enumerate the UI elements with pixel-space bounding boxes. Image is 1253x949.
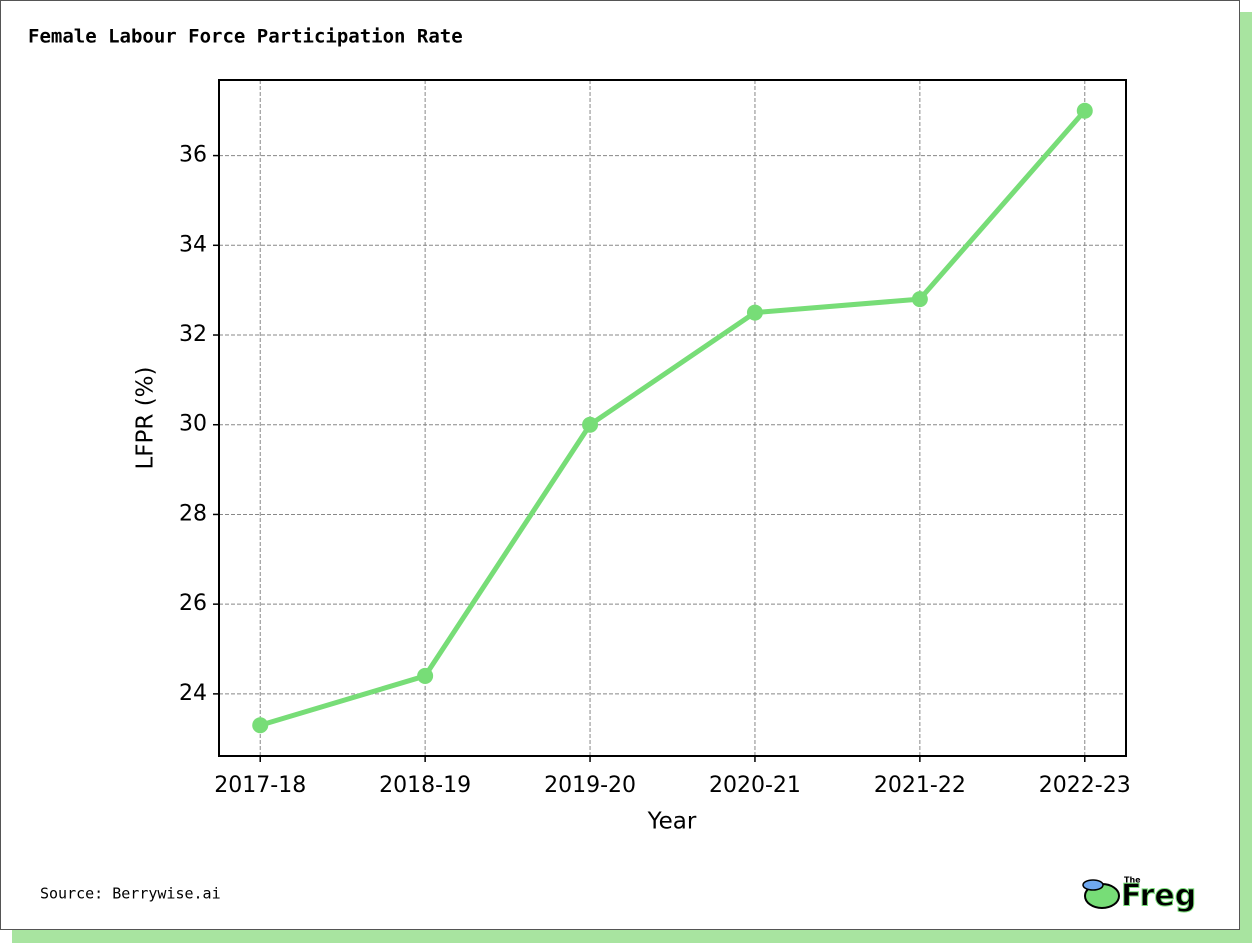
plot-frame — [218, 79, 1127, 757]
y-axis-label: LFPR (%) — [133, 366, 159, 469]
data-line — [259, 109, 1087, 728]
data-point — [1076, 102, 1093, 119]
x-tick-label: 2020-21 — [709, 773, 801, 798]
y-tick-label: 34 — [179, 232, 207, 257]
logo-small-text: The — [1124, 876, 1141, 885]
logo: The Freg — [1082, 876, 1197, 914]
data-point — [582, 416, 599, 433]
data-point — [746, 304, 763, 321]
data-point — [911, 291, 928, 308]
x-tick-label: 2017-18 — [214, 773, 306, 798]
x-tick-label: 2021-22 — [874, 773, 966, 798]
chart-title: Female Labour Force Participation Rate — [28, 26, 463, 48]
x-tick-label: 2022-23 — [1039, 773, 1131, 798]
logo-text: Freg — [1121, 879, 1196, 914]
y-tick-label: 24 — [179, 681, 207, 706]
y-tick-label: 32 — [179, 322, 207, 347]
data-point — [252, 717, 269, 734]
data-point — [417, 667, 434, 684]
y-tick-label: 28 — [179, 501, 207, 526]
x-axis-label: Year — [647, 809, 697, 835]
source-note: Source: Berrywise.ai — [40, 885, 221, 903]
y-tick-label: 30 — [179, 412, 207, 437]
x-tick-label: 2018-19 — [379, 773, 471, 798]
y-tick-label: 26 — [179, 591, 207, 616]
logo-cap — [1082, 879, 1104, 891]
x-tick-label: 2019-20 — [544, 773, 636, 798]
y-tick-label: 36 — [179, 143, 207, 168]
